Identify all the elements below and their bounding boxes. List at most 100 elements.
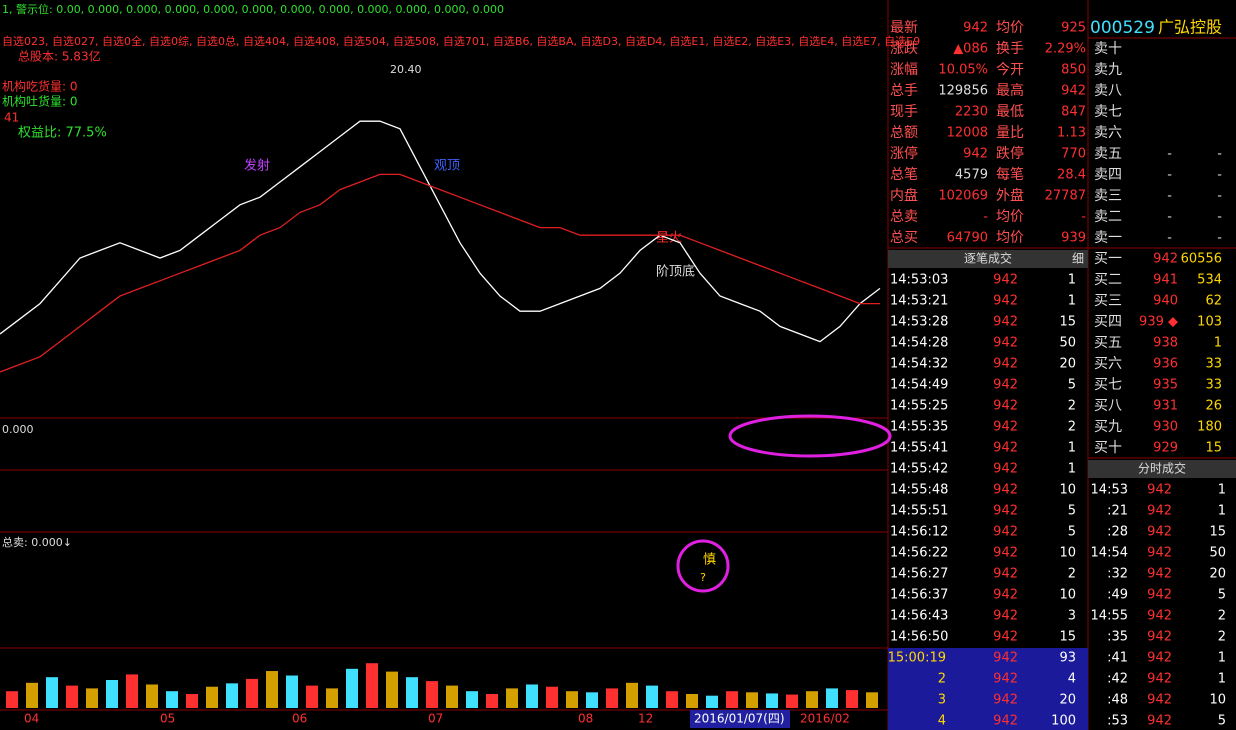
quote-value: 12008: [947, 126, 988, 141]
volume-bar: [706, 695, 718, 708]
quote-value: 28.4: [1057, 168, 1086, 183]
buy-label: 买一: [1094, 251, 1122, 267]
volume-bar: [346, 668, 358, 708]
highlight-circle: [728, 414, 892, 458]
trade-price: 942: [993, 441, 1018, 456]
trade-time: 14:55:48: [890, 483, 948, 498]
buy-price: 942: [1153, 252, 1178, 267]
trade-time: 14:56:37: [890, 588, 948, 603]
trade-volume: 50: [1209, 546, 1226, 561]
volume-bar: [466, 691, 478, 708]
quote-label: 总笔: [890, 167, 918, 183]
trade-volume: 1: [1218, 651, 1226, 666]
buy-volume: 534: [1197, 273, 1222, 288]
trade-price: 942: [1147, 588, 1172, 603]
x-axis-label: 04: [24, 712, 39, 726]
trade-time: 14:56:43: [890, 609, 948, 624]
volume-bar: [686, 694, 698, 708]
num: 41: [4, 111, 19, 125]
buy-price: 939 ◆: [1139, 315, 1178, 330]
trade-volume: 5: [1218, 714, 1226, 729]
trade-price: 942: [1147, 630, 1172, 645]
x-axis-label: 12: [638, 712, 653, 726]
buy-price: 930: [1153, 420, 1178, 435]
buy-volume: 103: [1197, 315, 1222, 330]
trade-time: 2: [938, 672, 946, 687]
trade-price: 942: [1147, 651, 1172, 666]
sell-label: 卖三: [1094, 188, 1122, 204]
volume-bar: [806, 691, 818, 708]
buy-price: 936: [1153, 357, 1178, 372]
volume-bar: [866, 692, 878, 708]
volume-bar: [446, 685, 458, 708]
sell-volume: -: [1217, 210, 1222, 225]
volume-bar: [226, 683, 238, 708]
trade-time: :32: [1107, 567, 1128, 582]
quote-label: 现手: [890, 104, 918, 120]
trade-volume: 100: [1051, 714, 1076, 729]
trade-volume: 2: [1218, 630, 1226, 645]
sell-label: 卖十: [1094, 41, 1122, 57]
buy-price: 941: [1153, 273, 1178, 288]
volume-bar: [486, 694, 498, 708]
trade-price: 942: [993, 315, 1018, 330]
trade-price: 942: [1147, 672, 1172, 687]
quote-label: 涨跌: [890, 41, 918, 57]
quote-label: 量比: [996, 125, 1024, 141]
volume-bar: [426, 681, 438, 708]
trade-volume: 2: [1068, 567, 1076, 582]
quote-label: 外盘: [996, 187, 1024, 204]
quote-value: 129856: [938, 84, 988, 99]
trade-time: 14:55:51: [890, 504, 948, 519]
inst-buy: 机构吃货量: 0: [2, 79, 78, 94]
trade-price: 942: [1147, 483, 1172, 498]
trade-time: 14:53:03: [890, 273, 948, 288]
buy-label: 买八: [1094, 398, 1122, 414]
quote-value: 942: [963, 147, 988, 162]
buy-price: 938: [1153, 336, 1178, 351]
volume-bar: [46, 677, 58, 708]
trade-time: :49: [1107, 588, 1128, 603]
trade-time: 14:55:35: [890, 420, 948, 435]
volume-bar: [786, 694, 798, 708]
quote-label: 均价: [996, 20, 1024, 36]
quote-value: 942: [1061, 84, 1086, 99]
quote-label: 均价: [996, 209, 1024, 225]
volume-bar: [26, 682, 38, 708]
buy-volume: 15: [1205, 441, 1222, 456]
buy-label: 买二: [1094, 272, 1122, 288]
quote-label: 跌停: [996, 145, 1024, 162]
volume-bar: [746, 692, 758, 708]
trade-price: 942: [993, 462, 1018, 477]
trade-volume: 1: [1218, 483, 1226, 498]
volume-bar: [146, 684, 158, 708]
quote-value: 2.29%: [1045, 42, 1086, 57]
trade-volume: 10: [1059, 588, 1076, 603]
quote-label: 换手: [996, 40, 1024, 57]
quote-value: 27787: [1045, 189, 1086, 204]
quote-value: 4579: [955, 168, 988, 183]
sell-label: 卖六: [1094, 125, 1122, 141]
trade-time: 14:56:22: [890, 546, 948, 561]
trade-price: 942: [993, 672, 1018, 687]
trade-volume: 15: [1059, 630, 1076, 645]
volume-bar: [286, 675, 298, 708]
x-axis-label: 06: [292, 712, 307, 726]
quote-value: 2230: [955, 105, 988, 120]
volume-bar: [766, 693, 778, 708]
trade-volume: 15: [1209, 525, 1226, 540]
trade-volume: 5: [1218, 588, 1226, 603]
date-box: [690, 710, 790, 728]
inst-sell: 机构吐货量: 0: [2, 94, 78, 109]
buy-label: 买七: [1094, 377, 1122, 393]
trade-price: 942: [993, 399, 1018, 414]
trade-time: 14:53:28: [890, 315, 948, 330]
trade-price: 942: [1147, 693, 1172, 708]
quote-value: -: [1081, 210, 1086, 225]
trade-time: 14:56:12: [890, 525, 948, 540]
caution: 慎: [703, 553, 716, 568]
trade-price: 942: [993, 693, 1018, 708]
trade-time: 3: [938, 693, 946, 708]
trade-volume: 2: [1218, 609, 1226, 624]
quote-value: 850: [1061, 63, 1086, 78]
